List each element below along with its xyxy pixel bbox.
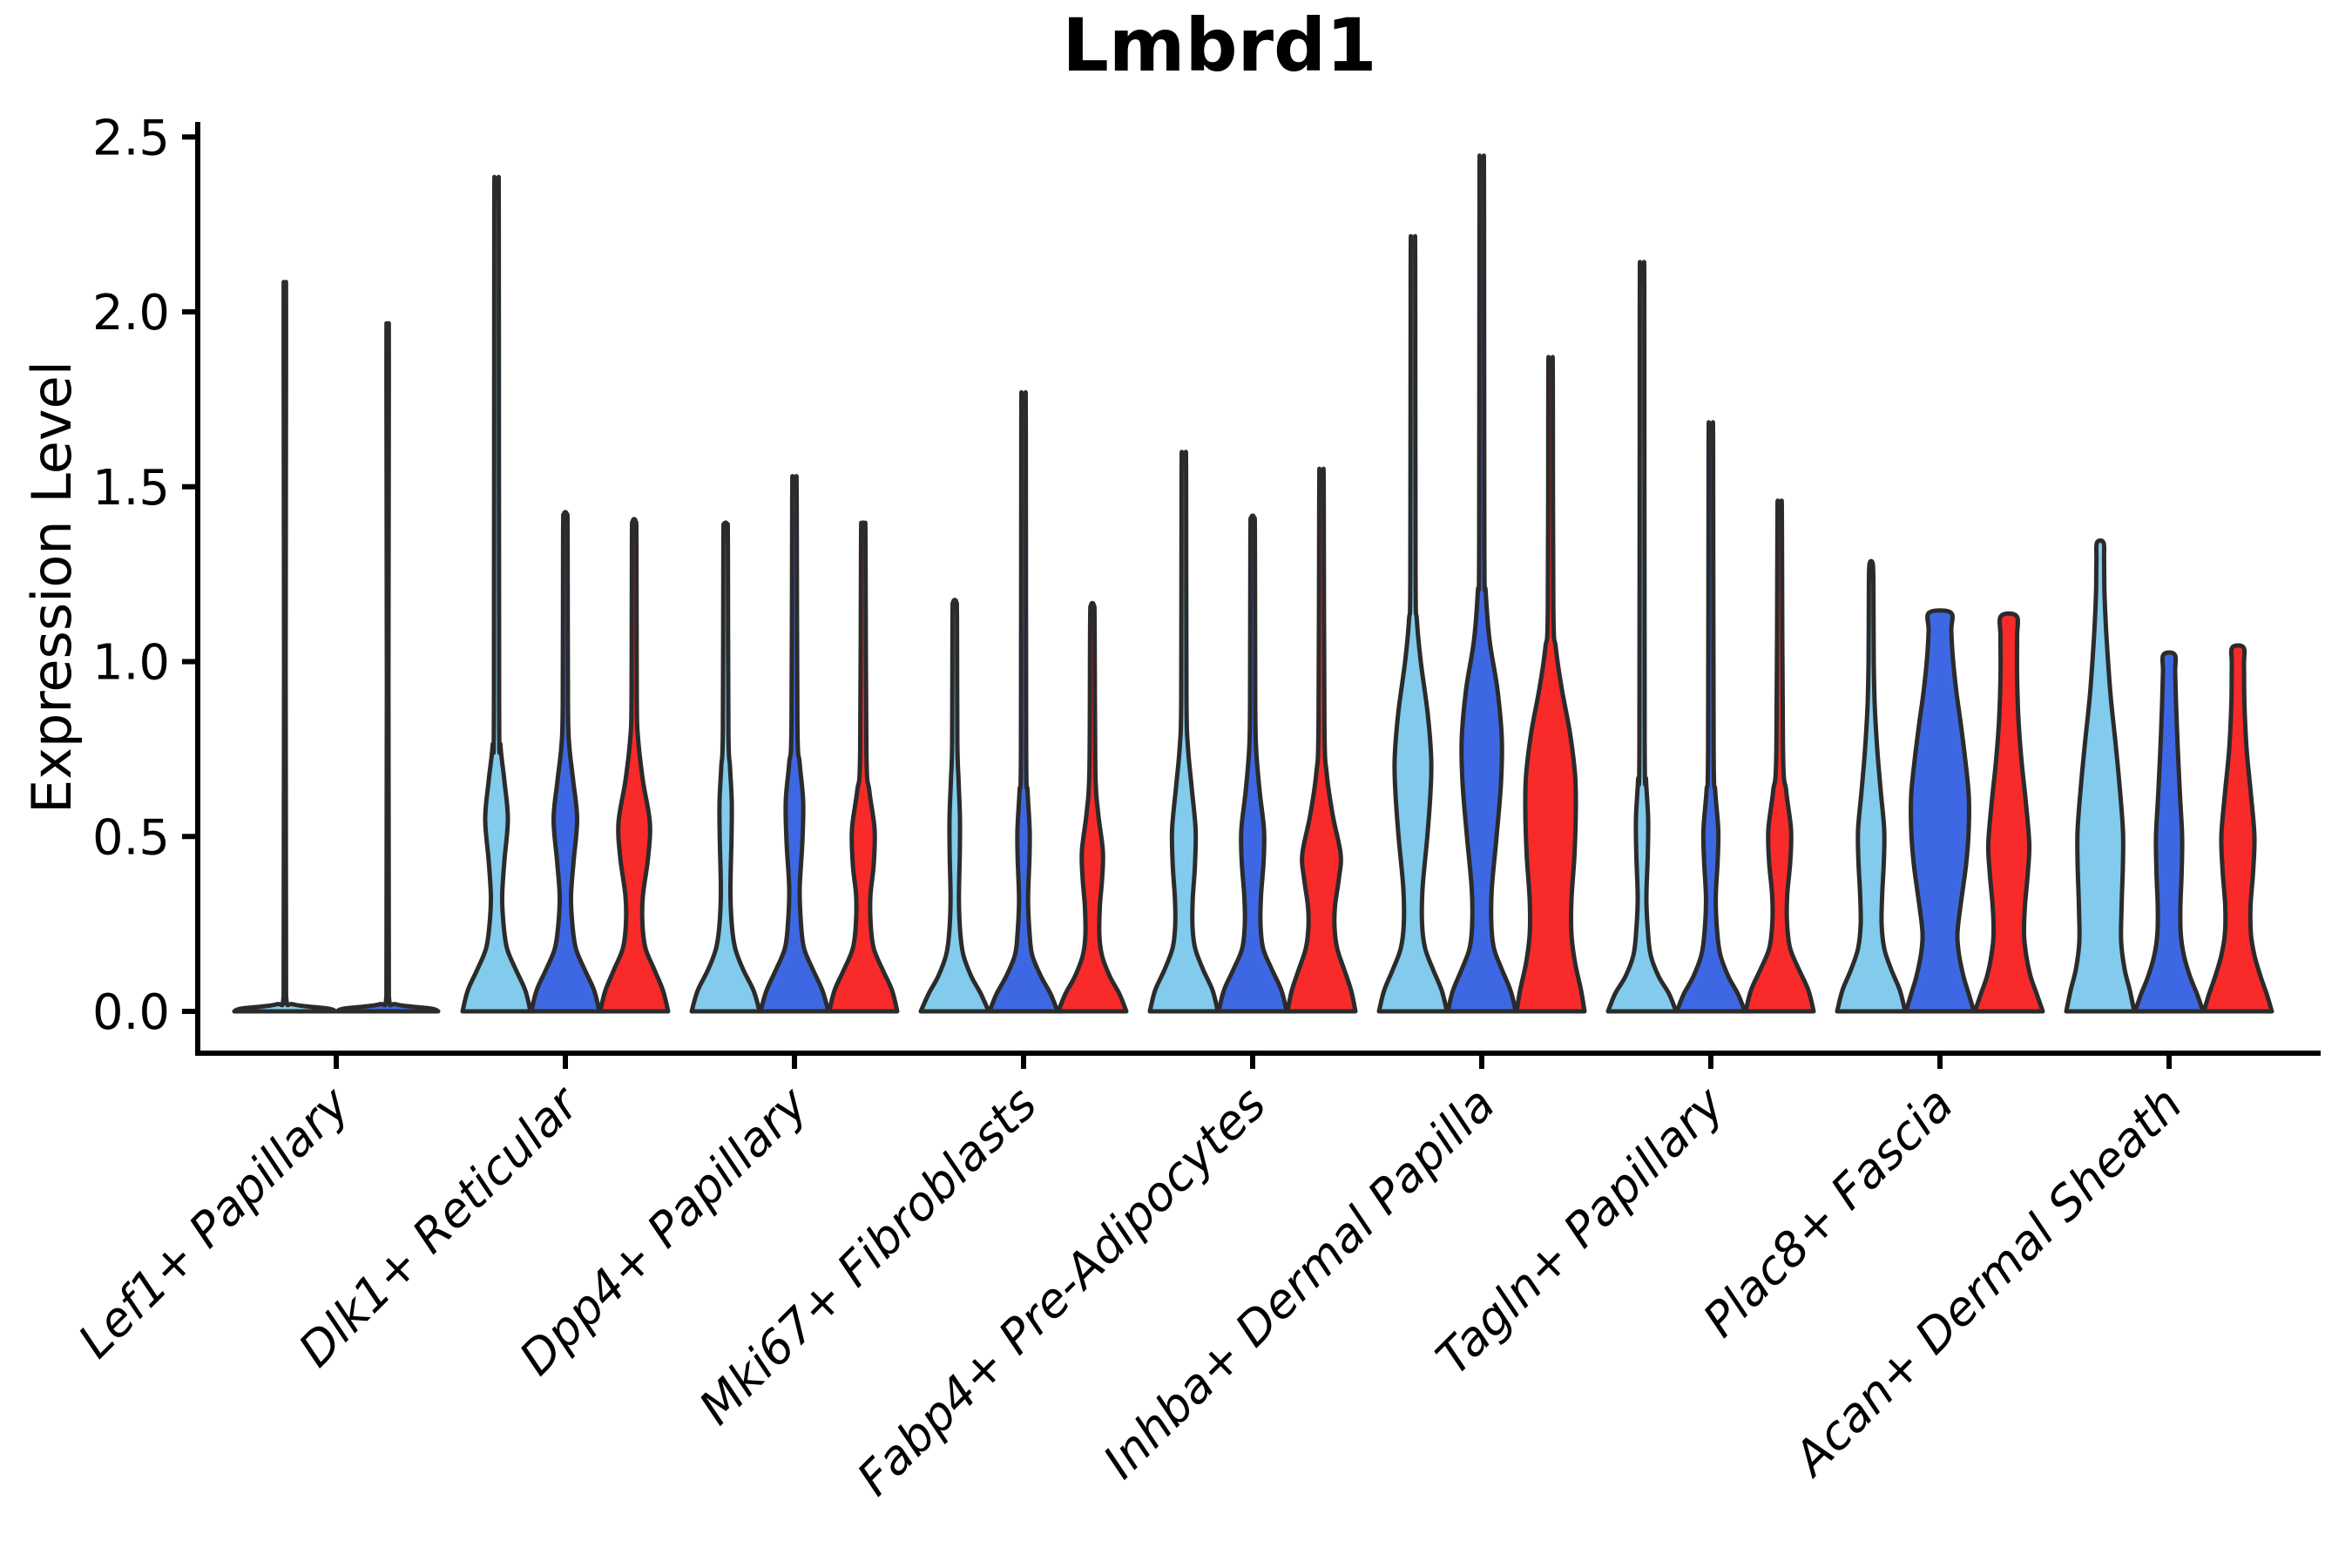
y-tick-label: 0.5 bbox=[92, 809, 170, 866]
violin-mki67-fibroblasts-light_blue bbox=[918, 598, 991, 1014]
violin-plac8-fascia-dark_blue bbox=[1903, 608, 1977, 1014]
violin-lef1-papillary-dark_blue bbox=[335, 321, 441, 1014]
violin-acan-dermal-sheath-red bbox=[2201, 643, 2274, 1014]
violin-tagln-papillary-dark_blue bbox=[1674, 420, 1747, 1014]
violin-mki67-fibroblasts-red bbox=[1056, 600, 1129, 1014]
violin-inhba-dermal-papilla-light_blue bbox=[1376, 233, 1450, 1014]
violin-dpp4-papillary-dark_blue bbox=[758, 474, 831, 1014]
chart-title: Lmbrd1 bbox=[1062, 3, 1377, 88]
violin-dpp4-papillary-red bbox=[827, 520, 900, 1014]
violin-tagln-papillary-red bbox=[1743, 498, 1816, 1014]
x-tick-label: Inhba+ Dermal Papilla bbox=[1092, 1077, 1505, 1490]
violin-plac8-fascia-red bbox=[1972, 611, 2045, 1014]
violin-mki67-fibroblasts-dark_blue bbox=[987, 390, 1060, 1014]
violin-inhba-dermal-papilla-dark_blue bbox=[1445, 153, 1518, 1014]
violin-lef1-papillary-light_blue bbox=[232, 280, 338, 1014]
y-tick-label: 1.5 bbox=[92, 460, 170, 517]
x-tick-label: Acan+ Dermal Sheath bbox=[1781, 1077, 2193, 1488]
x-tick-label: Fabp4+ Pre-Adipocytes bbox=[847, 1077, 1276, 1506]
y-tick-label: 2.0 bbox=[92, 285, 170, 341]
violin-plac8-fascia-light_blue bbox=[1835, 558, 1908, 1014]
y-axis-label: Expression Level bbox=[20, 361, 84, 814]
violin-dlk1-reticular-red bbox=[598, 517, 671, 1014]
y-tick-label: 2.5 bbox=[92, 110, 170, 166]
violin-fabp4-pre-adipocytes-dark_blue bbox=[1216, 513, 1289, 1014]
violin-acan-dermal-sheath-dark_blue bbox=[2132, 650, 2206, 1014]
violin-acan-dermal-sheath-light_blue bbox=[2064, 537, 2137, 1014]
y-tick-label: 1.0 bbox=[92, 635, 170, 692]
violin-dlk1-reticular-dark_blue bbox=[529, 510, 602, 1014]
violin-tagln-papillary-light_blue bbox=[1605, 260, 1679, 1014]
violin-dpp4-papillary-light_blue bbox=[689, 520, 762, 1014]
y-tick-label: 0.0 bbox=[92, 984, 170, 1041]
violin-dlk1-reticular-light_blue bbox=[460, 174, 533, 1014]
violin-fabp4-pre-adipocytes-light_blue bbox=[1147, 449, 1220, 1014]
violin-inhba-dermal-papilla-red bbox=[1514, 355, 1587, 1014]
violin-fabp4-pre-adipocytes-red bbox=[1285, 466, 1358, 1014]
